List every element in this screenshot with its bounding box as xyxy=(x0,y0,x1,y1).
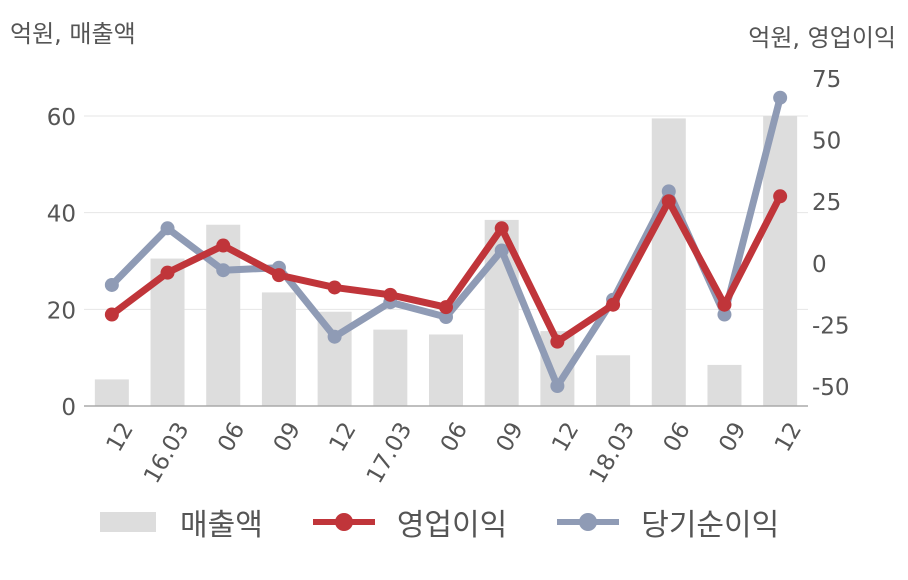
right-tick-label: -25 xyxy=(812,313,850,339)
legend-item-net-income: 당기순이익 xyxy=(557,500,779,544)
point-operating-profit xyxy=(327,280,342,295)
bar-revenue xyxy=(596,355,631,406)
left-tick-label: 40 xyxy=(47,202,76,228)
x-tick-label: 18.03 xyxy=(585,418,640,488)
right-axis-unit: 억원, 영업이익 xyxy=(748,24,896,52)
point-operating-profit xyxy=(550,334,565,349)
left-tick-label: 60 xyxy=(47,105,76,131)
point-operating-profit xyxy=(104,307,119,322)
point-net-income xyxy=(439,310,453,325)
right-tick-label: 50 xyxy=(812,129,841,155)
x-tick-label: 09 xyxy=(492,418,529,456)
point-operating-profit xyxy=(160,265,175,280)
legend: 매출액 영업이익 당기순이익 xyxy=(100,500,829,544)
point-operating-profit xyxy=(383,287,398,302)
x-tick-label: 12 xyxy=(325,418,362,456)
point-operating-profit xyxy=(606,297,621,312)
legend-swatch-revenue xyxy=(100,512,156,532)
right-tick-label: 0 xyxy=(812,252,827,278)
point-net-income xyxy=(216,263,231,278)
x-tick-label: 06 xyxy=(436,418,473,456)
point-operating-profit xyxy=(439,300,453,315)
legend-label-operating-profit: 영업이익 xyxy=(396,508,508,543)
x-tick-label: 12 xyxy=(547,418,584,456)
point-operating-profit xyxy=(494,221,509,236)
x-tick-label: 09 xyxy=(714,418,751,456)
legend-swatch-operating-profit xyxy=(312,507,375,537)
point-net-income xyxy=(773,90,788,105)
left-tick-label: 0 xyxy=(61,395,76,421)
x-tick-label: 09 xyxy=(269,418,306,456)
x-tick-label: 06 xyxy=(213,418,250,456)
bar-revenue xyxy=(651,118,686,407)
x-tick-label: 17.03 xyxy=(362,418,417,488)
x-tick-label: 06 xyxy=(659,418,696,456)
bar-revenue xyxy=(763,116,798,406)
point-net-income xyxy=(661,184,676,199)
bar-revenue xyxy=(707,364,742,406)
point-net-income xyxy=(494,243,509,258)
legend-item-operating-profit: 영업이익 xyxy=(312,500,508,544)
bar-revenue xyxy=(261,292,296,406)
point-net-income xyxy=(160,221,175,236)
left-tick-label: 20 xyxy=(47,298,76,324)
x-tick-label: 12 xyxy=(770,418,807,456)
left-axis-unit: 억원, 매출액 xyxy=(10,20,136,48)
point-operating-profit xyxy=(271,268,286,283)
x-tick-label: 16.03 xyxy=(139,418,194,488)
point-net-income xyxy=(104,277,119,292)
legend-label-revenue: 매출액 xyxy=(180,508,263,543)
legend-label-net-income: 당기순이익 xyxy=(641,508,780,543)
point-net-income xyxy=(550,379,565,393)
point-operating-profit xyxy=(661,194,676,209)
point-operating-profit xyxy=(773,189,788,204)
right-tick-label: 25 xyxy=(812,190,841,216)
bar-revenue xyxy=(94,379,129,406)
legend-item-revenue: 매출액 xyxy=(100,500,263,544)
right-tick-label: 75 xyxy=(812,67,841,93)
x-tick-label: 12 xyxy=(102,418,139,456)
point-net-income xyxy=(327,329,342,344)
bar-revenue xyxy=(429,334,463,406)
point-operating-profit xyxy=(717,297,732,312)
right-tick-label: -50 xyxy=(812,375,850,401)
point-net-income xyxy=(717,307,732,322)
bar-revenue xyxy=(373,329,408,406)
legend-swatch-net-income xyxy=(557,507,620,537)
point-operating-profit xyxy=(216,238,231,253)
